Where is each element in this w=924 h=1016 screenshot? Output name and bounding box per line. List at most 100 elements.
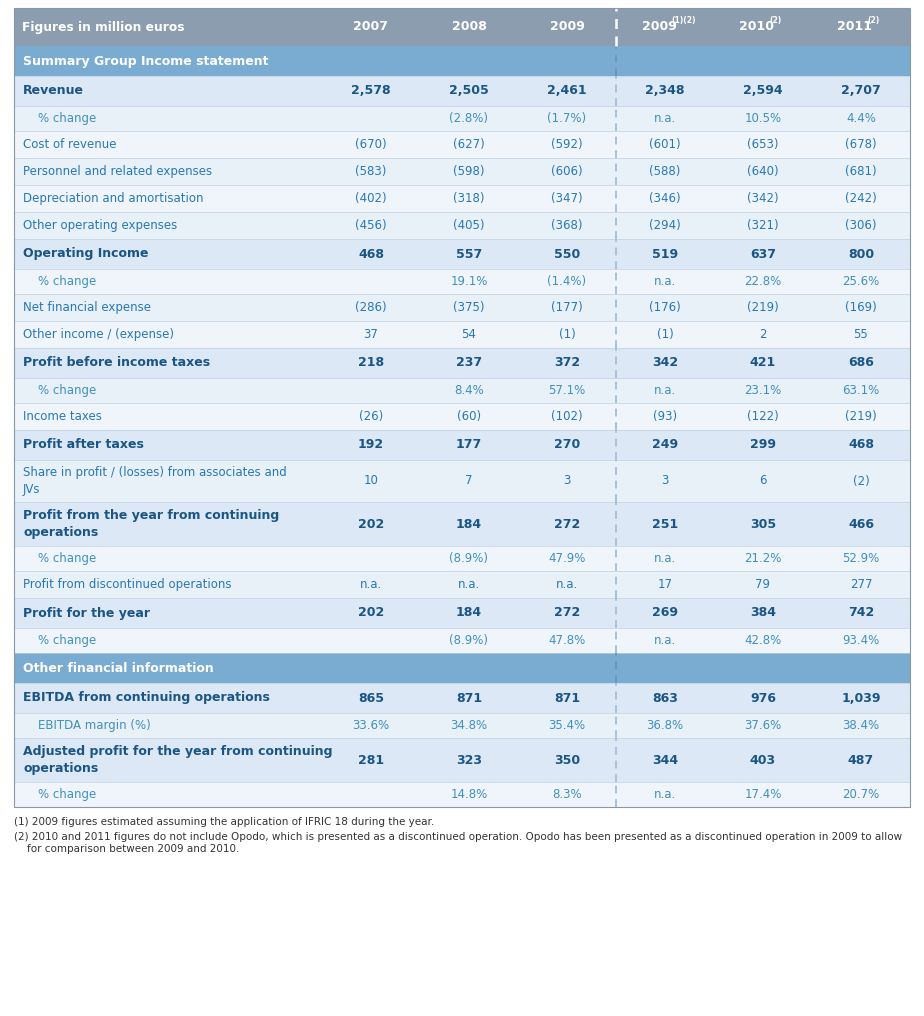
Text: (368): (368) [552,219,583,232]
Text: 202: 202 [358,517,384,530]
Text: n.a.: n.a. [359,578,383,591]
Text: 350: 350 [553,754,580,766]
Text: (588): (588) [650,165,681,178]
Text: Other operating expenses: Other operating expenses [23,219,177,232]
Text: 192: 192 [358,439,384,451]
Text: n.a.: n.a. [654,788,676,801]
Text: 269: 269 [652,607,678,620]
Bar [14,403,910,430]
Text: 468: 468 [848,439,874,451]
Bar [14,378,910,403]
Text: 519: 519 [652,248,678,260]
Text: 47.9%: 47.9% [548,552,586,565]
Text: Operating Income: Operating Income [23,248,149,260]
Text: (606): (606) [552,165,583,178]
Text: 277: 277 [850,578,872,591]
Text: 249: 249 [652,439,678,451]
Text: 55: 55 [854,328,869,341]
Text: (1): (1) [559,328,576,341]
Text: 323: 323 [456,754,482,766]
Text: 299: 299 [750,439,776,451]
Text: Profit from discontinued operations: Profit from discontinued operations [23,578,232,591]
Text: 384: 384 [750,607,776,620]
Text: n.a.: n.a. [458,578,480,591]
Text: 10.5%: 10.5% [745,112,782,125]
Text: 19.1%: 19.1% [450,275,488,288]
Bar [14,269,910,294]
Text: (405): (405) [454,219,485,232]
Text: 403: 403 [750,754,776,766]
Text: Cost of revenue: Cost of revenue [23,138,116,151]
Text: 863: 863 [652,692,678,704]
Bar [14,653,910,683]
Text: 976: 976 [750,692,776,704]
Text: 2011: 2011 [837,20,872,34]
Text: 2: 2 [760,328,767,341]
Text: (177): (177) [551,301,583,314]
Bar [14,131,910,158]
Text: 184: 184 [456,517,482,530]
Text: 17.4%: 17.4% [745,788,782,801]
Text: % change: % change [38,634,96,647]
Text: (286): (286) [355,301,387,314]
Bar [14,321,910,348]
Bar [14,76,910,106]
Text: (8.9%): (8.9%) [449,552,489,565]
Text: 14.8%: 14.8% [450,788,488,801]
Text: 2,578: 2,578 [351,84,391,98]
Text: 25.6%: 25.6% [843,275,880,288]
Text: 2,707: 2,707 [841,84,881,98]
Text: 2,594: 2,594 [743,84,783,98]
Text: 468: 468 [358,248,384,260]
Text: n.a.: n.a. [654,552,676,565]
Text: 1,039: 1,039 [841,692,881,704]
Text: 466: 466 [848,517,874,530]
Bar [14,46,910,76]
Text: (2): (2) [853,474,869,488]
Text: 37: 37 [363,328,379,341]
Bar [14,738,910,782]
Text: 93.4%: 93.4% [843,634,880,647]
Text: 21.2%: 21.2% [745,552,782,565]
Text: 865: 865 [358,692,384,704]
Text: (342): (342) [748,192,779,205]
Text: 10: 10 [363,474,379,488]
Text: 344: 344 [652,754,678,766]
Bar [14,8,910,46]
Bar [14,212,910,239]
Text: 550: 550 [553,248,580,260]
Text: Other income / (expense): Other income / (expense) [23,328,174,341]
Text: 281: 281 [358,754,384,766]
Text: 421: 421 [750,357,776,370]
Text: 79: 79 [756,578,771,591]
Text: (176): (176) [650,301,681,314]
Text: 2,348: 2,348 [645,84,685,98]
Text: (93): (93) [653,410,677,423]
Bar [14,158,910,185]
Text: 34.8%: 34.8% [450,719,488,732]
Text: (219): (219) [748,301,779,314]
Bar [14,430,910,460]
Text: 3: 3 [564,474,571,488]
Text: (122): (122) [748,410,779,423]
Text: (294): (294) [650,219,681,232]
Text: Net financial expense: Net financial expense [23,301,151,314]
Bar [14,546,910,571]
Text: (219): (219) [845,410,877,423]
Text: 871: 871 [553,692,580,704]
Text: (306): (306) [845,219,877,232]
Text: 305: 305 [750,517,776,530]
Text: (8.9%): (8.9%) [449,634,489,647]
Text: 177: 177 [456,439,482,451]
Text: % change: % change [38,384,96,397]
Text: 871: 871 [456,692,482,704]
Text: 202: 202 [358,607,384,620]
Text: (1): (1) [657,328,674,341]
Text: 7: 7 [466,474,473,488]
Text: 251: 251 [651,517,678,530]
Text: Depreciation and amortisation: Depreciation and amortisation [23,192,203,205]
Text: 23.1%: 23.1% [745,384,782,397]
Bar [14,239,910,269]
Text: (375): (375) [454,301,485,314]
Text: (169): (169) [845,301,877,314]
